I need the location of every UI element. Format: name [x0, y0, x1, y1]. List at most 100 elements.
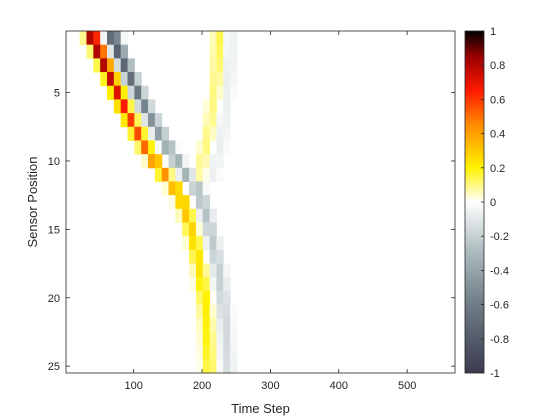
heatmap-cell	[223, 99, 231, 114]
heatmap-cell	[230, 331, 238, 347]
heatmap-cell	[148, 126, 156, 141]
heatmap-cell	[134, 140, 142, 155]
heatmap-cell	[223, 290, 231, 306]
heatmap-cell	[134, 85, 142, 100]
heatmap-cell	[113, 58, 122, 73]
colorbar: 1 0.8 0.6 0.4 0.2 0 -0.2 -0.4 -0.6 -0.8 -1	[464, 26, 509, 380]
heatmap-cell	[189, 249, 197, 265]
heatmap-cell	[209, 331, 217, 347]
heatmap-cell	[230, 304, 238, 319]
heatmap-cell	[209, 222, 217, 237]
heatmap-cell	[209, 31, 217, 46]
heatmap-cell	[202, 236, 211, 251]
colorbar-tick-label: -0.4	[490, 265, 509, 277]
heatmap-cell	[216, 318, 224, 333]
heatmap-cell	[216, 140, 224, 155]
heatmap-cell	[195, 304, 204, 319]
heatmap-cell	[209, 263, 217, 278]
heatmap-cell	[223, 304, 231, 319]
heatmap-cell	[168, 154, 176, 169]
heatmap-cell	[209, 85, 217, 100]
heatmap-cell	[223, 263, 231, 278]
heatmap-cell	[182, 222, 190, 237]
colorbar-tick-label: -0.8	[490, 334, 509, 346]
heatmap-cell	[100, 31, 108, 46]
heatmap-cell	[195, 263, 204, 278]
heatmap-cell	[161, 140, 170, 155]
x-tick-label: 500	[398, 380, 416, 392]
heatmap-cell	[175, 167, 183, 182]
heatmap-cell	[209, 154, 217, 169]
heatmap-cell	[195, 318, 204, 333]
heatmap-cell	[216, 72, 224, 87]
heatmap-cell	[195, 167, 204, 182]
heatmap-cell	[216, 154, 224, 169]
heatmap-cell	[182, 154, 190, 169]
heatmap-cell	[175, 181, 183, 196]
heatmap-cell	[202, 222, 211, 237]
heatmap-cell	[127, 126, 135, 141]
heatmap-cell	[195, 277, 204, 292]
heatmap-cell	[134, 99, 142, 114]
heatmap-cell	[223, 85, 231, 100]
x-tick-label: 100	[125, 380, 143, 392]
heatmap-cell	[230, 72, 238, 87]
heatmap-cell	[127, 85, 135, 100]
heatmap-cell	[230, 44, 238, 59]
heatmap-cell	[202, 263, 211, 278]
heatmap-cell	[182, 236, 190, 251]
heatmap-cell	[189, 277, 197, 292]
heatmap-cell	[168, 140, 176, 155]
heatmap-cell	[189, 222, 197, 237]
heatmap-cell	[216, 304, 224, 319]
heatmap-cell	[120, 44, 129, 59]
heatmap-cell	[93, 58, 101, 73]
heatmap-cell	[113, 85, 122, 100]
heatmap-cell	[223, 345, 231, 360]
heatmap-cell	[182, 195, 190, 210]
heatmap-cell	[202, 331, 211, 347]
heatmap-cell	[195, 331, 204, 347]
heatmap-cell	[209, 126, 217, 141]
heatmap-cell	[202, 99, 211, 114]
y-axis-label: Sensor Position	[25, 156, 40, 247]
heatmap-cell	[216, 58, 224, 73]
heatmap-cell	[216, 249, 224, 265]
heatmap-cell	[223, 318, 231, 333]
heatmap-cell	[182, 208, 190, 224]
heatmap-cell	[195, 140, 204, 155]
heatmap-cell	[168, 195, 176, 210]
y-tick-label: 10	[48, 156, 60, 168]
heatmap-cell	[100, 58, 108, 73]
heatmap-cell	[202, 154, 211, 169]
heatmap-cell	[216, 331, 224, 347]
heatmap-cell	[223, 113, 231, 128]
x-tick-label: 400	[330, 380, 348, 392]
heatmap-cell	[93, 44, 101, 59]
heatmap-cell	[223, 140, 231, 155]
heatmap-cell	[202, 126, 211, 141]
y-tick-label: 25	[48, 361, 60, 373]
heatmap-cell	[182, 167, 190, 182]
heatmap-cell	[154, 113, 163, 128]
heatmap-cell	[93, 31, 101, 46]
heatmap-cell	[107, 72, 115, 87]
heatmap-cell	[230, 85, 238, 100]
heatmap-cell	[113, 44, 122, 59]
heatmap-cell	[230, 318, 238, 333]
heatmap-cell	[209, 208, 217, 224]
heatmap-cell	[230, 31, 238, 46]
heatmap-cell	[189, 208, 197, 224]
heatmap-cell	[127, 72, 135, 87]
heatmap-cell	[209, 113, 217, 128]
heatmap-cell	[175, 208, 183, 224]
heatmap-cell	[161, 167, 170, 182]
heatmap-cell	[202, 345, 211, 360]
heatmap-cell	[209, 359, 217, 374]
heatmap-cell	[209, 58, 217, 73]
heatmap-cell	[209, 277, 217, 292]
heatmap-cell	[230, 345, 238, 360]
heatmap-cell	[141, 99, 149, 114]
heatmap-cell	[113, 72, 122, 87]
